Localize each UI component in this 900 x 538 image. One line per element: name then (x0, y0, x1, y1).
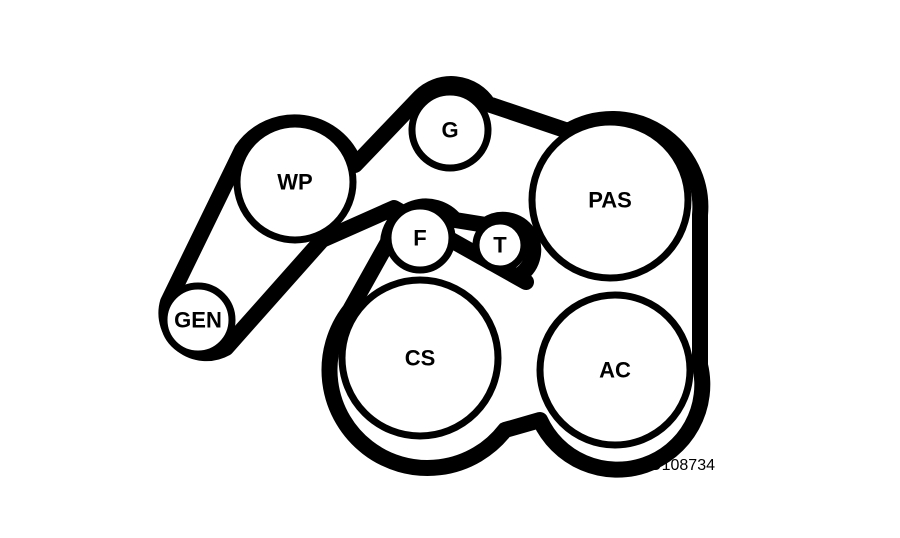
pulley-label-t: T (493, 233, 507, 258)
pulley-label-ac: AC (599, 358, 631, 383)
diagram-reference-number: AD108734 (639, 457, 715, 474)
pulley-label-gen: GEN (174, 308, 222, 333)
pulley-g: G (412, 92, 488, 168)
pulley-wp: WP (237, 124, 353, 240)
pulley-label-f: F (413, 226, 426, 251)
pulley-cs: CS (342, 280, 498, 436)
pulley-label-wp: WP (277, 170, 312, 195)
pulley-gen: GEN (164, 286, 232, 354)
pulley-pas: PAS (532, 122, 688, 278)
pulley-label-cs: CS (405, 346, 436, 371)
pulley-t: T (476, 221, 524, 269)
pulley-ac: AC (540, 295, 690, 445)
pulley-label-pas: PAS (588, 188, 632, 213)
belt-routing-diagram: G WP PAS F T GEN CS AC AD108734 (0, 0, 900, 538)
pulley-f: F (388, 206, 452, 270)
pulley-label-g: G (441, 118, 458, 143)
